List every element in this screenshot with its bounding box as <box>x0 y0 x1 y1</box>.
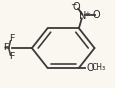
Text: F: F <box>3 43 8 52</box>
Text: F: F <box>9 34 14 43</box>
Text: CH₃: CH₃ <box>91 63 105 72</box>
Text: O: O <box>92 10 99 21</box>
Text: F: F <box>9 53 14 62</box>
Text: +: + <box>84 11 89 17</box>
Text: −: − <box>69 0 75 9</box>
Text: O: O <box>72 2 80 12</box>
Text: O: O <box>86 63 94 73</box>
Text: N: N <box>79 11 86 21</box>
